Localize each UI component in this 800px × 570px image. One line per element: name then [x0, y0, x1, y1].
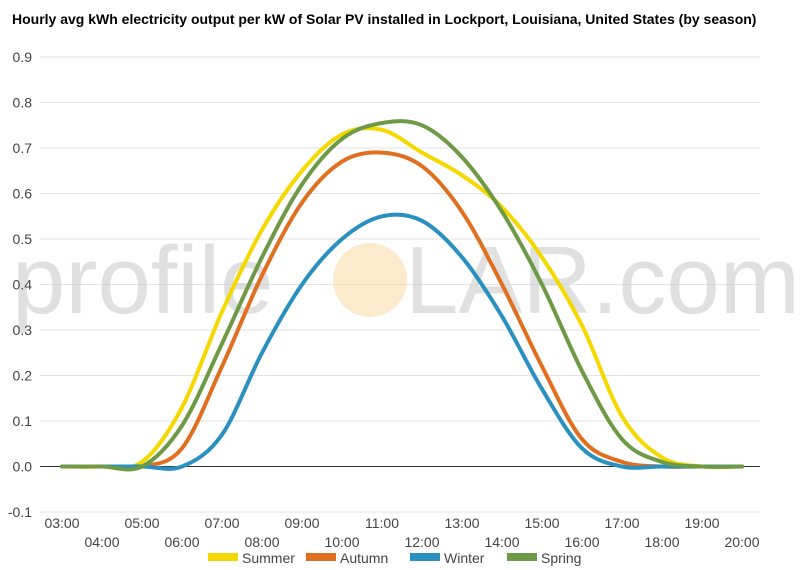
y-tick-label: 0.2 [13, 368, 33, 384]
x-tick-label: 11:00 [365, 515, 399, 531]
y-tick-label: 0.7 [13, 140, 33, 156]
legend-label-autumn: Autumn [340, 550, 388, 566]
series-line-summer [60, 126, 744, 470]
x-tick-label: 15:00 [524, 515, 559, 531]
y-tick-label: 0.0 [13, 459, 33, 475]
watermark: profile LAR.com [12, 227, 800, 334]
legend-swatch-autumn [306, 553, 336, 561]
x-tick-label: 13:00 [444, 515, 479, 531]
x-tick-label: 16:00 [564, 534, 599, 550]
x-tick-label: 17:00 [604, 515, 639, 531]
x-tick-label: 12:00 [404, 534, 439, 550]
series-line-spring [60, 119, 744, 472]
legend: Summer Autumn Winter Spring [208, 550, 581, 566]
y-tick-label: -0.1 [8, 504, 32, 520]
watermark-sun-icon [333, 243, 407, 317]
x-tick-label: 07:00 [204, 515, 239, 531]
legend-label-winter: Winter [444, 550, 485, 566]
watermark-left: profile [12, 227, 273, 334]
y-tick-label: 0.9 [13, 49, 33, 65]
x-tick-label: 20:00 [724, 534, 759, 550]
chart-title: Hourly avg kWh electricity output per kW… [12, 11, 757, 27]
x-tick-label: 09:00 [284, 515, 319, 531]
x-tick-label: 08:00 [244, 534, 279, 550]
y-tick-label: 0.1 [13, 413, 33, 429]
x-tick-label: 05:00 [124, 515, 159, 531]
x-axis: 03:00 04:00 05:00 06:00 07:00 08:00 09:00 10:00… [44, 515, 759, 550]
x-tick-label: 03:00 [44, 515, 79, 531]
series-line-autumn [60, 150, 744, 470]
legend-swatch-spring [507, 553, 537, 561]
watermark-right: LAR.com [405, 227, 800, 334]
x-tick-label: 04:00 [84, 534, 119, 550]
series-lines [60, 119, 744, 472]
legend-label-summer: Summer [242, 550, 295, 566]
legend-swatch-winter [410, 553, 440, 561]
x-tick-label: 06:00 [164, 534, 199, 550]
legend-label-spring: Spring [541, 550, 581, 566]
y-tick-label: 0.8 [13, 95, 33, 111]
y-tick-label: 0.6 [13, 186, 33, 202]
x-tick-label: 10:00 [324, 534, 359, 550]
x-tick-label: 19:00 [684, 515, 719, 531]
x-tick-label: 18:00 [644, 534, 679, 550]
y-tick-label: 0.5 [13, 231, 33, 247]
grid-lines [40, 56, 760, 513]
y-tick-label: 0.3 [13, 322, 33, 338]
y-axis: -0.1 0.0 0.1 0.2 0.3 0.4 0.5 0.6 0.7 0.8 0.9 [8, 49, 32, 520]
legend-swatch-summer [208, 553, 238, 561]
x-tick-label: 14:00 [484, 534, 519, 550]
series-line-winter [60, 212, 744, 471]
y-tick-label: 0.4 [13, 277, 33, 293]
